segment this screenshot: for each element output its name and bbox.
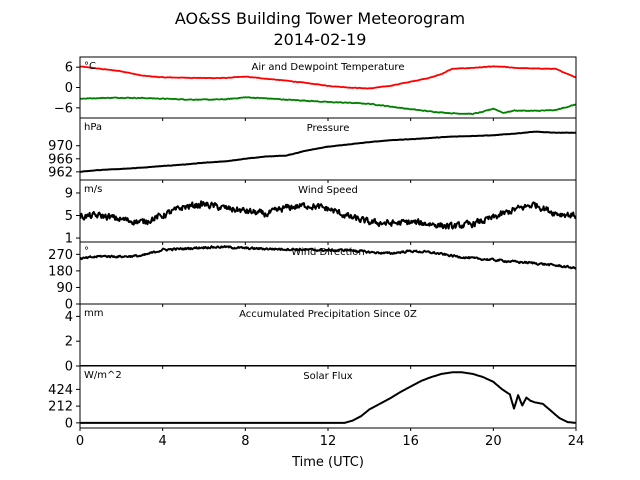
x-tick-label: 8: [241, 434, 249, 449]
series-line-panel-1-1: [80, 65, 576, 90]
y-tick-label: 2: [65, 335, 73, 350]
chart-subtitle: 2014-02-19: [274, 30, 367, 49]
y-tick-label: 970: [48, 139, 73, 154]
y-tick-label: 6: [65, 61, 73, 76]
y-tick-label: 90: [56, 281, 73, 296]
x-tick-label: 24: [568, 434, 585, 449]
panel-title: Pressure: [307, 123, 350, 134]
y-tick-label: 4: [65, 310, 73, 325]
panel-unit-label: °C: [84, 61, 96, 72]
panel-unit-label: W/m^2: [84, 370, 122, 381]
series-line-panel-4-1: [80, 245, 576, 270]
x-tick-label: 12: [320, 434, 337, 449]
series-line-panel-6-1: [80, 371, 576, 424]
y-tick-label: 0: [65, 81, 73, 96]
y-tick-label: 5: [65, 209, 73, 224]
panel-unit-label: mm: [84, 308, 103, 319]
y-tick-label: 966: [48, 152, 73, 167]
y-tick-label: 424: [48, 383, 73, 398]
x-tick-label: 20: [485, 434, 502, 449]
panel-unit-label: m/s: [84, 184, 102, 195]
x-tick-label: 16: [402, 434, 419, 449]
y-tick-label: 0: [65, 360, 73, 375]
chart-title: AO&SS Building Tower Meteorogram: [175, 9, 465, 28]
x-tick-label: 4: [159, 434, 167, 449]
y-tick-label: −6: [54, 101, 73, 116]
series-line-panel-1-2: [80, 96, 576, 116]
y-tick-label: 1: [65, 232, 73, 247]
panel-title: Air and Dewpoint Temperature: [252, 62, 405, 73]
series-line-panel-3-1: [80, 200, 576, 230]
y-tick-label: 9: [65, 186, 73, 201]
panel-unit-label: hPa: [84, 122, 102, 133]
x-tick-label: 0: [76, 434, 84, 449]
x-axis-label: Time (UTC): [291, 455, 364, 470]
y-tick-label: 0: [65, 416, 73, 431]
panel-title: Accumulated Precipitation Since 0Z: [239, 309, 417, 320]
panels-group: 6 0 −6 °C Air and Dewpoint Temperature 970966…: [48, 56, 585, 449]
panel-title: Wind Speed: [298, 185, 358, 196]
series-line-panel-2-1: [80, 130, 576, 173]
y-tick-label: 962: [48, 165, 73, 180]
panel-unit-label: °: [84, 246, 89, 257]
y-tick-label: 270: [48, 248, 73, 263]
panel-title: Wind Direction: [291, 247, 365, 258]
y-tick-label: 212: [48, 400, 73, 415]
y-tick-label: 180: [48, 264, 73, 279]
panel-title: Solar Flux: [303, 371, 353, 382]
y-tick-label: 0: [65, 298, 73, 313]
